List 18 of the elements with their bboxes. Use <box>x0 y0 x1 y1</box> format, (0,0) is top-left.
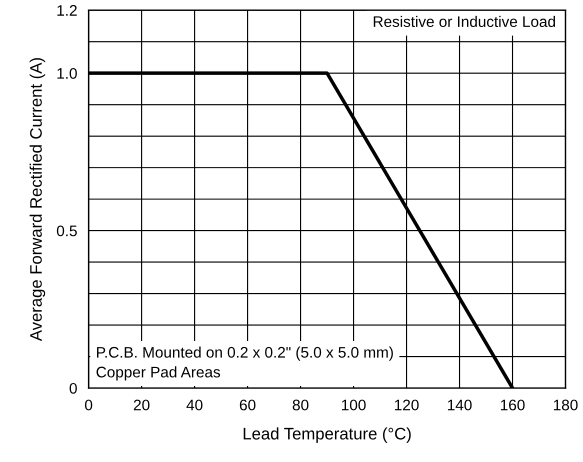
x-tick-label: 120 <box>394 400 419 410</box>
y-tick-label: 0.5 <box>56 225 77 236</box>
annotation: P.C.B. Mounted on 0.2 x 0.2" (5.0 x 5.0 mm) Copper Pad Areas <box>96 346 393 381</box>
x-axis-title: Lead Temperature (°C) <box>244 427 411 443</box>
x-tick-label: 100 <box>342 400 366 410</box>
x-tick-label: 40 <box>186 400 202 410</box>
x-tick-label: 0 <box>84 400 92 410</box>
x-tick-label: 160 <box>500 400 525 410</box>
text: 1.0 <box>57 68 77 79</box>
x-tick-label: 20 <box>134 400 150 410</box>
x-tick-label: 80 <box>292 400 308 410</box>
y-axis-title: Average Forward Rectified Current (A) <box>30 58 46 342</box>
x-tick-label: 140 <box>448 400 472 410</box>
y-tick-label: 0 <box>70 382 77 394</box>
x-tick-label: 180 <box>554 400 578 410</box>
x-tick-label: 60 <box>240 400 256 410</box>
y-tick-label: 1.2 <box>57 5 77 16</box>
annotation: Resistive or Inductive Load <box>374 16 555 28</box>
